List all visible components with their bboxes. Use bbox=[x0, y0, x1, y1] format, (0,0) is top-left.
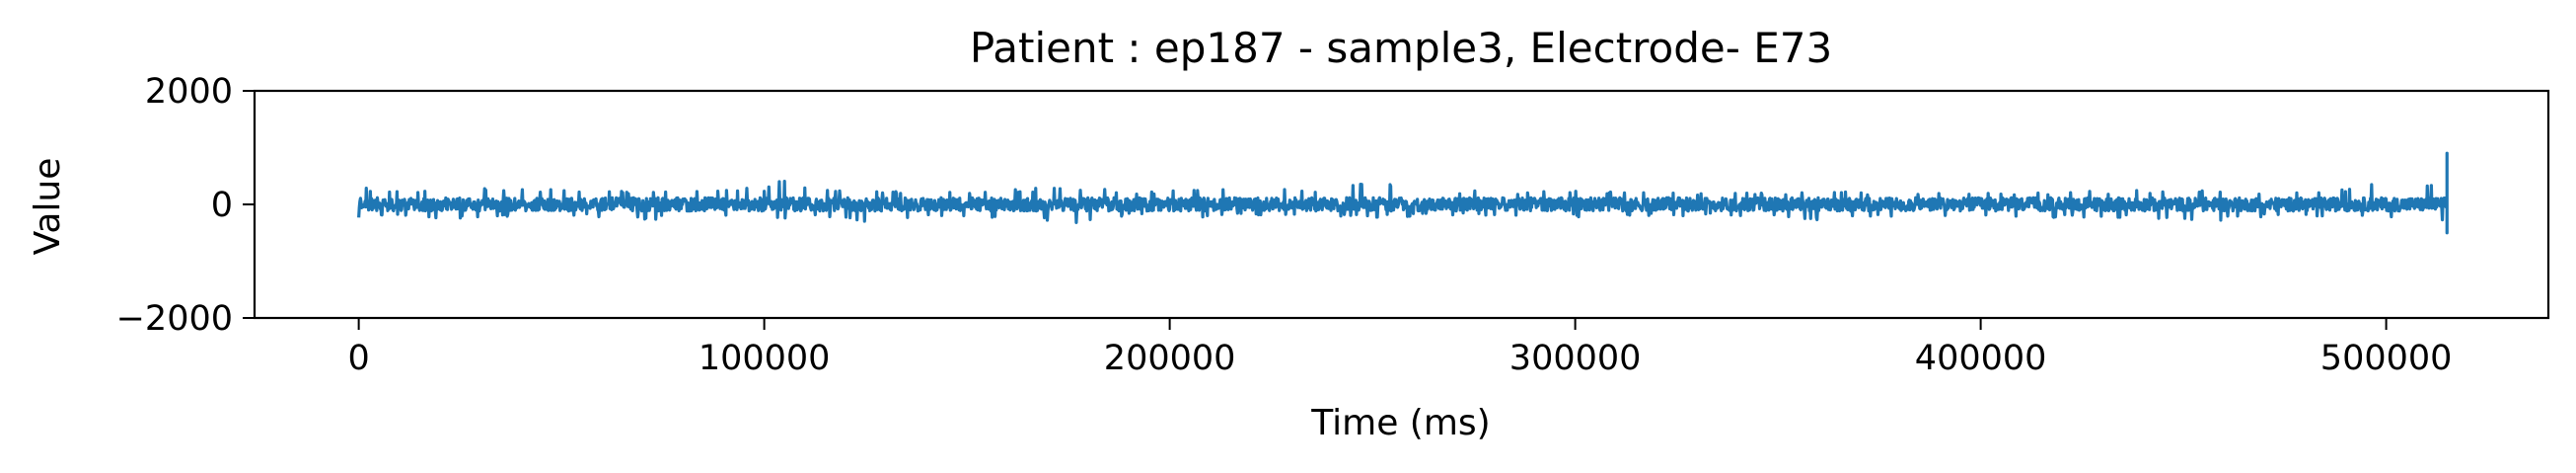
x-axis: 0 100000 200000 300000 400000 500000 bbox=[347, 318, 2452, 378]
x-tick-label: 300000 bbox=[1509, 339, 1642, 378]
y-tick-label: −2000 bbox=[116, 299, 233, 339]
x-tick-label: 200000 bbox=[1104, 339, 1236, 378]
series-layer bbox=[357, 151, 2449, 235]
y-tick-label: 0 bbox=[211, 186, 233, 225]
x-tick-label: 100000 bbox=[699, 339, 831, 378]
y-axis-label: Value bbox=[28, 158, 68, 256]
x-tick-label: 0 bbox=[347, 339, 369, 378]
signal-trace bbox=[357, 151, 2449, 235]
y-axis: −2000 0 2000 bbox=[116, 72, 255, 339]
y-tick-label: 2000 bbox=[145, 72, 233, 112]
chart-title: Patient : ep187 - sample3, Electrode- E7… bbox=[970, 24, 1832, 72]
x-tick-label: 400000 bbox=[1915, 339, 2047, 378]
x-axis-label: Time (ms) bbox=[1310, 403, 1490, 443]
x-tick-label: 500000 bbox=[2320, 339, 2453, 378]
